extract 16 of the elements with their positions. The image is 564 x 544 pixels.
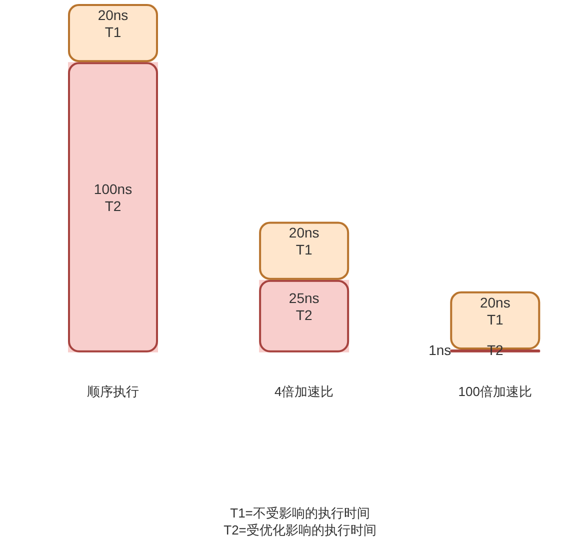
data-label: 1ns xyxy=(428,342,452,358)
data-label: 20ns xyxy=(98,6,128,23)
x-tick-label: 4倍加速比 xyxy=(274,384,334,399)
data-label: 100ns xyxy=(94,181,132,198)
text: T2 xyxy=(296,306,312,323)
x-tick-label: 100倍加速比 xyxy=(458,384,532,399)
text: T1 xyxy=(296,242,312,258)
data-label: 25ns xyxy=(288,290,320,306)
text: T2 xyxy=(104,198,122,214)
data-label: 20ns xyxy=(480,294,510,310)
series-label: T1 xyxy=(486,311,504,328)
x-tick-label: 顺序执行 xyxy=(87,384,139,399)
text: T1 xyxy=(104,24,122,40)
text: T2=受优化影响的执行时间 xyxy=(224,522,376,538)
data-label: 20ns xyxy=(288,224,320,241)
text: T1=不受影响的执行时间 xyxy=(230,506,370,521)
